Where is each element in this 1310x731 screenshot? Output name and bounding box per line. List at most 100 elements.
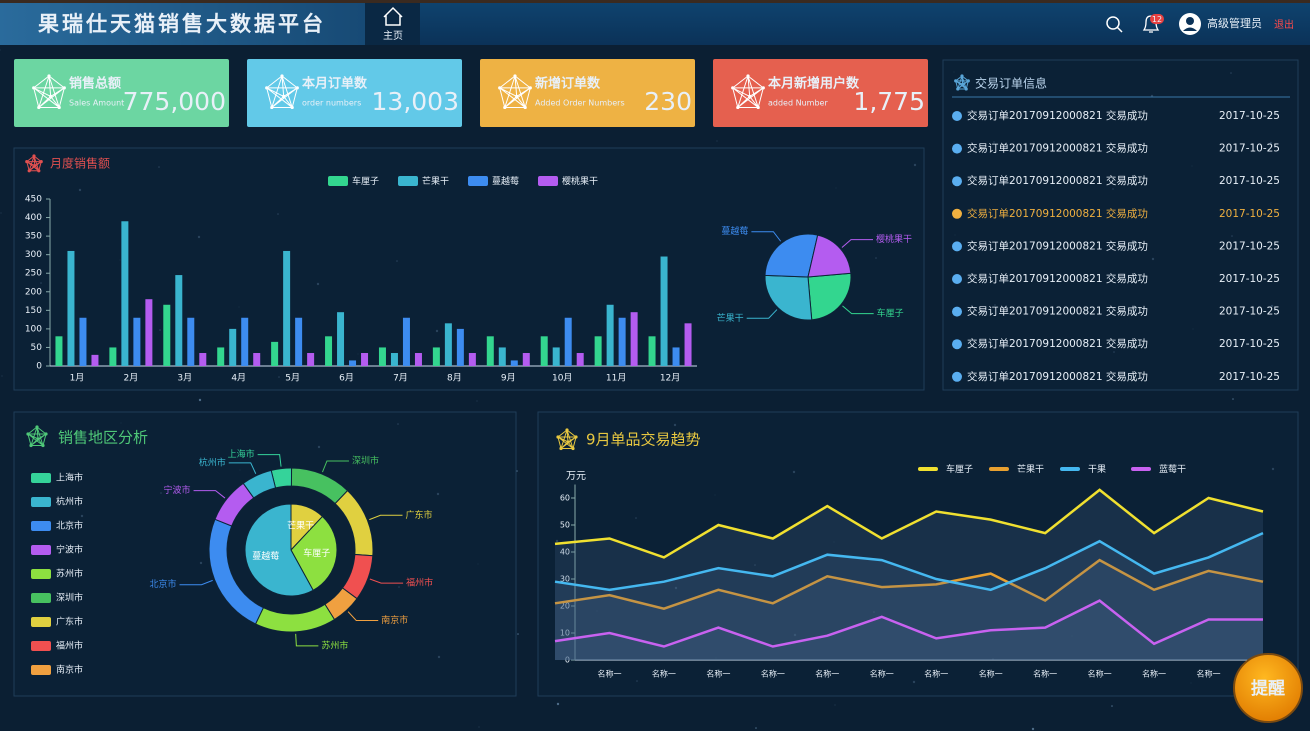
order-bullet [952,176,962,187]
x-tick-label: 7月 [393,373,408,384]
search-icon[interactable] [1106,16,1123,33]
legend-swatch [31,473,51,483]
inner-label: 芒果干 [287,519,314,531]
legend-label: 广东市 [56,616,83,628]
icon-node [57,105,61,110]
bar [432,347,440,366]
nav-home[interactable] [365,3,420,45]
order-date: 2017-10-25 [1219,273,1280,285]
icon-node [503,105,507,110]
legend-swatch [31,521,51,531]
legend-label: 福州市 [56,640,83,652]
icon-node [736,105,740,110]
x-tick-label: 12月 [660,373,680,384]
order-bullet [952,339,962,350]
reminder-label[interactable]: 提醒 [1251,679,1285,699]
legend-label: 车厘子 [352,175,379,187]
line [554,488,1264,559]
chart-title: 月度销售额 [50,156,110,171]
legend-label: 蔓越莓 [492,175,519,187]
kpi-subtitle: Sales Amount [69,99,124,108]
star [1,375,3,377]
nav-label[interactable]: 主页 [383,30,403,42]
bar [684,323,692,366]
x-tick-label: 4月 [231,373,246,384]
icon-node [565,428,569,432]
slice-label: 南京市 [381,614,408,626]
icon-node [559,446,563,451]
label-leader [746,309,778,319]
order-date: 2017-10-25 [1219,175,1280,187]
user-name[interactable]: 高级管理员 [1207,16,1262,30]
label-leader [257,454,282,467]
reminder-button[interactable] [1233,653,1303,723]
kpi-title: 本月新增用户数 [768,76,860,92]
legend-swatch [31,545,51,555]
x-tick-label: 名称一 [1088,669,1112,679]
bar [337,312,345,366]
title-box [0,3,365,45]
order-bullet [952,241,962,252]
y-tick-label: 20 [560,602,570,611]
star [1111,705,1113,707]
y-tick-label: 350 [25,232,42,242]
area [555,489,1263,660]
order-bullet [952,111,962,121]
bar [468,353,476,366]
slice [290,515,338,591]
x-tick-label: 1月 [70,373,85,384]
chart-title: 销售地区分析 [58,429,148,447]
label-leader [179,579,213,586]
icon-node [756,105,760,110]
y-tick-label: 40 [560,548,570,557]
x-tick-label: 名称一 [597,669,621,679]
bar [109,347,117,366]
legend-label: 北京市 [56,520,83,532]
x-tick-label: 5月 [285,373,300,384]
kpi-value: 1,775 [853,87,925,116]
x-tick-label: 名称一 [924,669,948,679]
icon-node [513,74,517,78]
trend-panel [537,411,1299,697]
bar [163,304,171,366]
bar [630,312,638,366]
order-bullet [952,274,962,284]
bar [510,360,518,366]
logout[interactable]: 退出 [1274,18,1294,31]
order-text: 交易订单20170912000821 交易成功 [967,272,1148,285]
bar [361,353,369,366]
legend-label: 芒果干 [422,175,449,187]
icon-node [956,87,960,91]
icon-node [954,79,958,83]
legend-swatch [1060,467,1080,471]
order-date: 2017-10-25 [1219,208,1280,220]
badge-count: 12 [1152,15,1162,24]
label-leader [228,462,257,474]
order-bullet [952,306,962,317]
bar [67,250,75,366]
area [555,560,1263,660]
kpi-subtitle: added Number [768,99,828,108]
legend-label: 车厘子 [946,463,973,475]
x-tick-label: 10月 [552,373,572,384]
x-tick-label: 名称一 [979,669,1003,679]
legend-swatch [918,467,938,471]
star [198,398,202,402]
y-tick-label: 400 [25,213,42,223]
slice-label: 宁波市 [164,484,191,496]
inner-label: 蔓越莓 [252,550,279,562]
icon-node [556,435,560,439]
kpi-value: 13,003 [372,87,459,116]
slice-label: 福州市 [406,577,433,589]
icon-node [27,169,31,173]
icon-node [49,94,53,98]
bar [594,336,602,366]
area [555,533,1263,660]
bar [648,336,656,366]
icon-node [761,86,765,90]
order-text: 交易订单20170912000821 交易成功 [967,337,1148,350]
order-date: 2017-10-25 [1219,306,1280,318]
bar [271,341,279,366]
icon-node [960,74,964,78]
